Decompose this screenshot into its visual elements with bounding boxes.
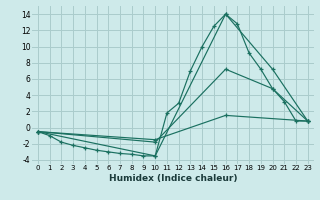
X-axis label: Humidex (Indice chaleur): Humidex (Indice chaleur) bbox=[108, 174, 237, 183]
